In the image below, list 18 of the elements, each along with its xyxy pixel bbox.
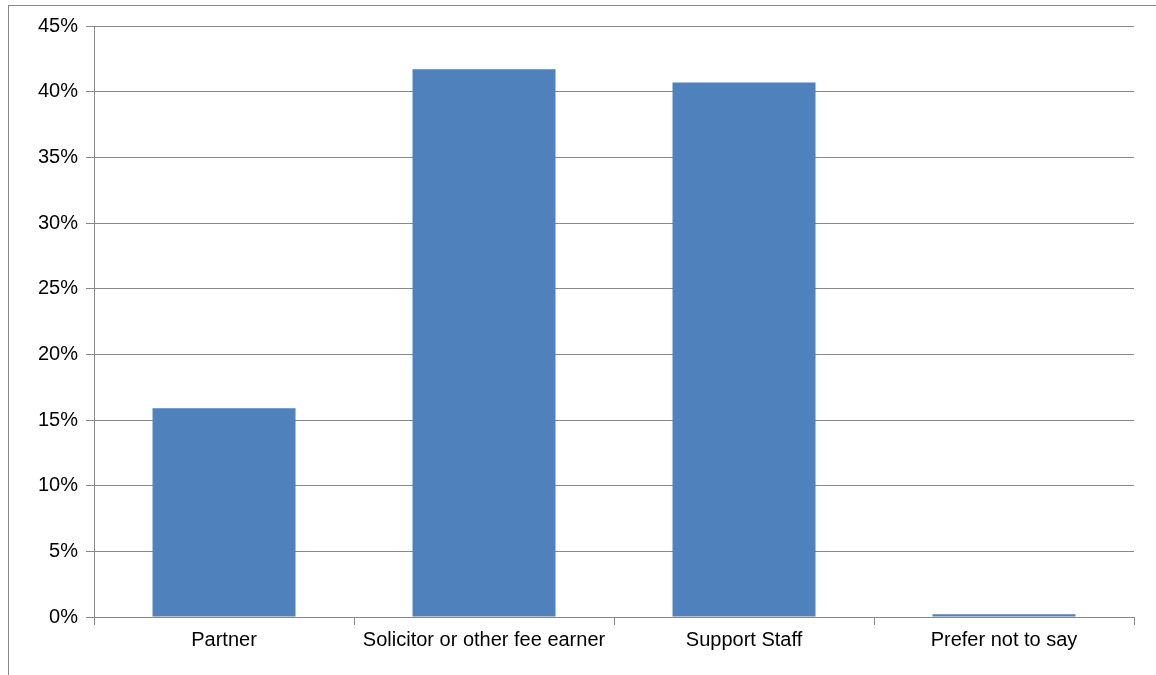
x-tick-label: Prefer not to say bbox=[930, 627, 1078, 650]
bar bbox=[932, 614, 1076, 617]
bar bbox=[152, 408, 296, 617]
y-tick-label: 10% bbox=[38, 473, 79, 496]
y-tick-label: 40% bbox=[38, 79, 79, 102]
x-tick-label: Partner bbox=[191, 627, 258, 650]
y-tick-label: 0% bbox=[49, 604, 79, 627]
y-tick-label: 15% bbox=[38, 407, 79, 430]
bar bbox=[412, 69, 556, 617]
y-tick-label: 25% bbox=[38, 276, 79, 299]
y-tick-label: 30% bbox=[38, 210, 79, 233]
y-tick-label: 35% bbox=[38, 144, 79, 167]
y-tick-label: 5% bbox=[49, 538, 79, 561]
x-tick-label: Solicitor or other fee earner bbox=[362, 627, 606, 650]
bar bbox=[672, 82, 816, 617]
y-tick-label: 20% bbox=[38, 341, 79, 364]
y-tick-label: 45% bbox=[38, 13, 79, 36]
x-tick-label: Support Staff bbox=[685, 627, 803, 650]
